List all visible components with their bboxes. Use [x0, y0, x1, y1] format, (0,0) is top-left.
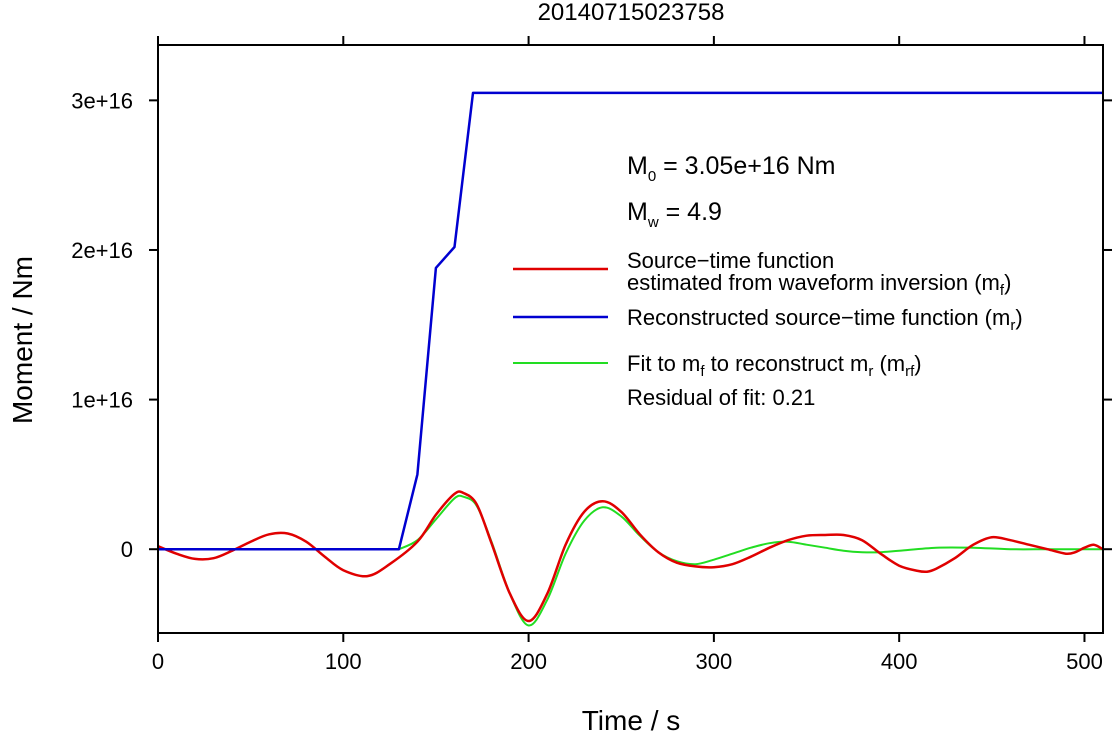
y-tick-label: 1e+16: [71, 388, 133, 413]
y-tick-label: 2e+16: [71, 238, 133, 263]
series-line-mrf: [398, 494, 1103, 627]
series-layer: [157, 91, 1104, 627]
legend-mf-line1: Source−time function: [627, 248, 834, 273]
x-tick-label: 300: [696, 649, 733, 674]
tick-layer: 0 100 200 300 400 500 0 1e+16 2e+16 3e+16: [71, 36, 1112, 674]
plot-frame: [157, 44, 1104, 634]
x-tick-label: 100: [325, 649, 362, 674]
series-line-mr: [158, 91, 1103, 551]
x-tick-label: 400: [881, 649, 918, 674]
legend-mf-line2: estimated from waveform inversion (mf): [627, 270, 1011, 299]
y-axis-title: Moment / Nm: [7, 256, 38, 424]
residual-annotation: Residual of fit: 0.21: [627, 385, 815, 410]
mw-annotation: Mw = 4.9: [627, 198, 722, 231]
series-line-mf: [157, 490, 1104, 623]
legend-mr-label: Reconstructed source−time function (mr): [627, 305, 1023, 334]
y-tick-label: 3e+16: [71, 88, 133, 113]
x-axis-title: Time / s: [582, 705, 681, 734]
x-tick-label: 0: [152, 649, 164, 674]
x-tick-label: 500: [1066, 649, 1103, 674]
y-tick-label: 0: [121, 537, 133, 562]
legend-mrf-label: Fit to mf to reconstruct mr (mrf): [627, 351, 922, 380]
legend: Source−time function estimated from wave…: [513, 248, 1023, 410]
chart-title: 20140715023758: [538, 0, 725, 26]
m0-annotation: M0 = 3.05e+16 Nm: [627, 152, 835, 185]
x-tick-label: 200: [510, 649, 547, 674]
